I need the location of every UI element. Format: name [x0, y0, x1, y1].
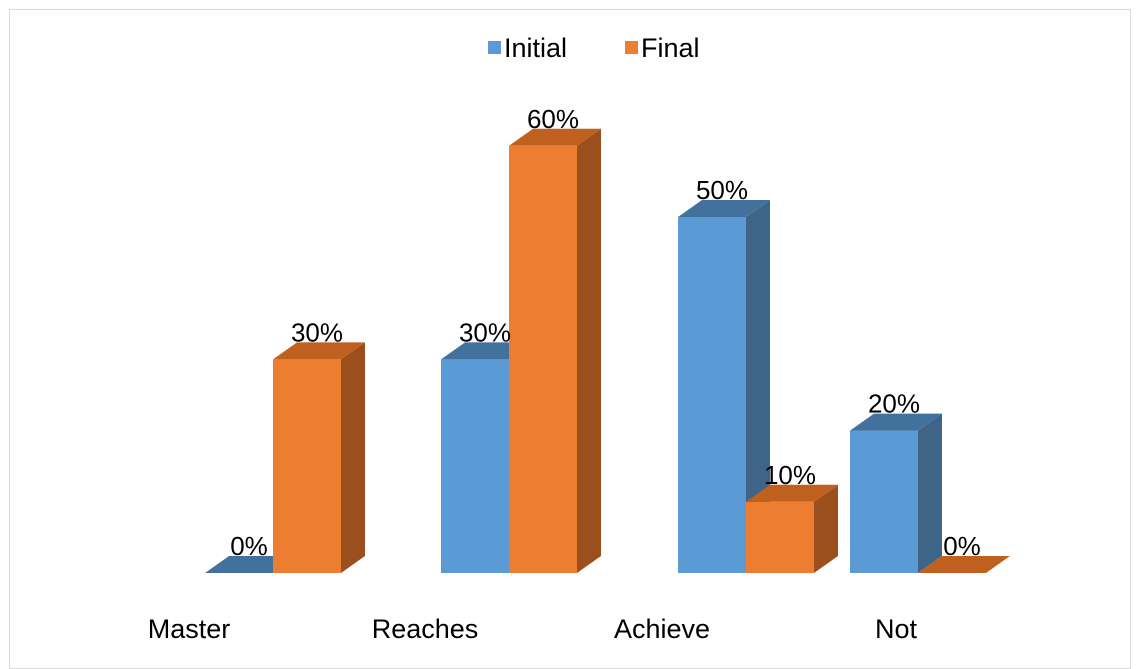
bar-top-achieve-initial	[678, 200, 770, 217]
bar-top-master-final	[273, 342, 365, 360]
bar-master-final	[273, 342, 365, 573]
category-label-not: Not	[875, 614, 918, 644]
bar-achieve-initial	[678, 200, 770, 573]
bar-front-achieve-initial	[678, 217, 746, 573]
data-label-achieve-initial: 50%	[696, 175, 748, 205]
bar-front-reaches-initial	[441, 359, 509, 573]
bar-top-achieve-final	[746, 484, 838, 502]
data-label-achieve-final: 10%	[764, 460, 816, 490]
category-label-master: Master	[148, 614, 231, 644]
legend-swatch-initial	[488, 41, 501, 54]
bar-front-master-final	[273, 359, 341, 573]
bar-side-reaches-final	[577, 128, 601, 574]
legend-swatch-final	[625, 41, 638, 54]
data-label-reaches-final: 60%	[527, 104, 579, 134]
legend-item-initial: Initial	[488, 33, 567, 63]
legend-label-initial: Initial	[504, 33, 567, 63]
bar-side-achieve-final	[814, 484, 838, 573]
data-label-reaches-initial: 30%	[459, 317, 511, 347]
data-label-not-initial: 20%	[868, 389, 920, 419]
bar-top-not-final	[918, 556, 1010, 573]
bar-front-not-initial	[850, 430, 918, 573]
bar-front-achieve-final	[746, 501, 814, 573]
data-label-not-final: 0%	[943, 531, 981, 561]
legend: Initial Final	[488, 33, 700, 63]
bar-reaches-final	[509, 128, 601, 574]
legend-item-final: Final	[625, 33, 700, 63]
data-label-master-final: 30%	[291, 317, 343, 347]
bar-side-not-initial	[918, 413, 942, 573]
bar-achieve-final	[746, 484, 838, 573]
category-label-reaches: Reaches	[372, 614, 479, 644]
category-labels: Master Reaches Achieve Not	[148, 614, 918, 644]
category-label-achieve: Achieve	[614, 614, 710, 644]
data-label-master-initial: 0%	[230, 531, 268, 561]
bar-side-master-final	[341, 342, 365, 573]
bar-top-reaches-final	[509, 128, 601, 146]
bar-side-achieve-initial	[746, 200, 770, 573]
data-labels: 0% 30% 30% 60% 50% 10% 20% 0%	[230, 104, 981, 561]
bars	[205, 128, 1010, 574]
bar-not-final	[918, 556, 1010, 573]
bar-front-reaches-final	[509, 145, 577, 574]
legend-label-final: Final	[641, 33, 700, 63]
bar-top-not-initial	[850, 413, 942, 431]
bar-not-initial	[850, 413, 942, 573]
